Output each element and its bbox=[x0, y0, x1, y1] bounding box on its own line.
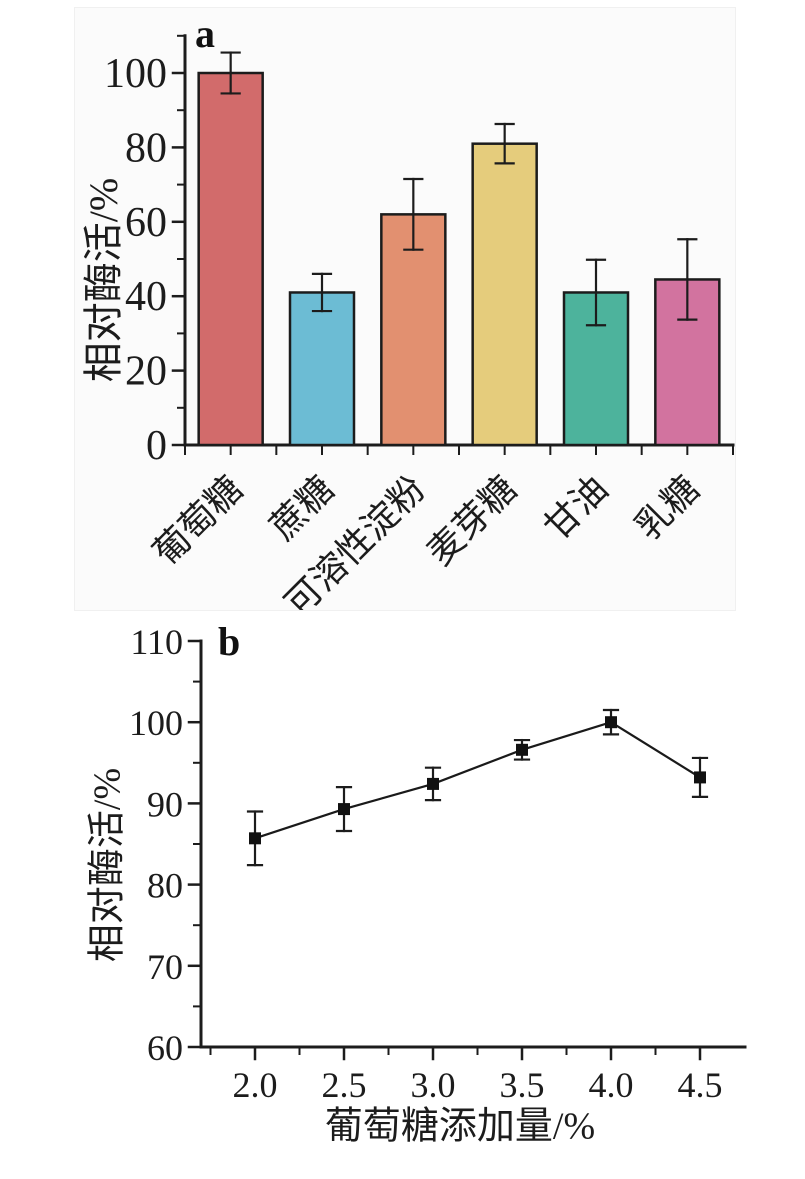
data-point-5 bbox=[605, 716, 617, 729]
y-tick-label: 80 bbox=[147, 866, 183, 906]
data-line bbox=[254, 721, 701, 840]
panel-a-letter: a bbox=[195, 11, 215, 56]
x-category-label: 甘油 bbox=[536, 468, 615, 547]
bar-3 bbox=[380, 213, 447, 447]
data-point-2 bbox=[338, 803, 350, 816]
y-tick-label: 40 bbox=[125, 274, 167, 320]
x-tick-label: 2.5 bbox=[322, 1065, 367, 1105]
x-tick-label: 3.5 bbox=[500, 1065, 545, 1105]
panel-b: 60 70 80 90 100 110 2.0 2.5 3.0 3.5 4.0 4.5 b 相对酶活/… bbox=[85, 620, 765, 1179]
y-tick-label: 60 bbox=[147, 1028, 183, 1068]
panel-b-letter: b bbox=[218, 619, 241, 664]
x-category-label: 蔗糖 bbox=[262, 468, 341, 547]
y-tick-label: 100 bbox=[104, 51, 167, 97]
y-tick-label: 100 bbox=[129, 703, 183, 743]
data-point-1 bbox=[249, 832, 261, 845]
data-point-6 bbox=[694, 771, 706, 784]
x-tick-label: 2.0 bbox=[233, 1065, 278, 1105]
x-category-label: 乳糖 bbox=[628, 468, 707, 547]
data-point-3 bbox=[427, 777, 439, 790]
data-point-4 bbox=[516, 743, 528, 756]
panel-a-y-axis-title: 相对酶活/% bbox=[81, 177, 126, 383]
line-chart-panel-b: 60 70 80 90 100 110 2.0 2.5 3.0 3.5 4.0 4.5 bbox=[129, 622, 747, 1105]
x-tick-label: 4.5 bbox=[678, 1065, 723, 1105]
panel-b-y-axis-title: 相对酶活/% bbox=[86, 767, 129, 963]
bar-1 bbox=[197, 71, 264, 447]
bar-2 bbox=[288, 291, 356, 447]
panel-a: 0 20 40 60 80 100 葡萄糖 蔗糖 可溶性淀粉 麦芽糖 甘油 乳糖 a 相对酶活/% bbox=[75, 8, 735, 610]
y-tick-label: 90 bbox=[147, 784, 183, 824]
x-tick-label: 4.0 bbox=[589, 1065, 634, 1105]
y-tick-label: 60 bbox=[125, 200, 167, 246]
y-tick-label: 20 bbox=[125, 349, 167, 395]
bar-4 bbox=[471, 142, 538, 447]
x-category-label: 麦芽糖 bbox=[420, 468, 525, 573]
y-tick-label: 70 bbox=[147, 947, 183, 987]
panel-b-x-axis-title: 葡萄糖添加量/% bbox=[324, 1105, 596, 1148]
x-category-label: 葡萄糖 bbox=[146, 468, 251, 573]
x-tick-label: 3.0 bbox=[411, 1065, 456, 1105]
y-tick-label: 80 bbox=[125, 125, 167, 171]
y-tick-label: 0 bbox=[146, 423, 167, 469]
y-tick-label: 110 bbox=[130, 622, 183, 662]
